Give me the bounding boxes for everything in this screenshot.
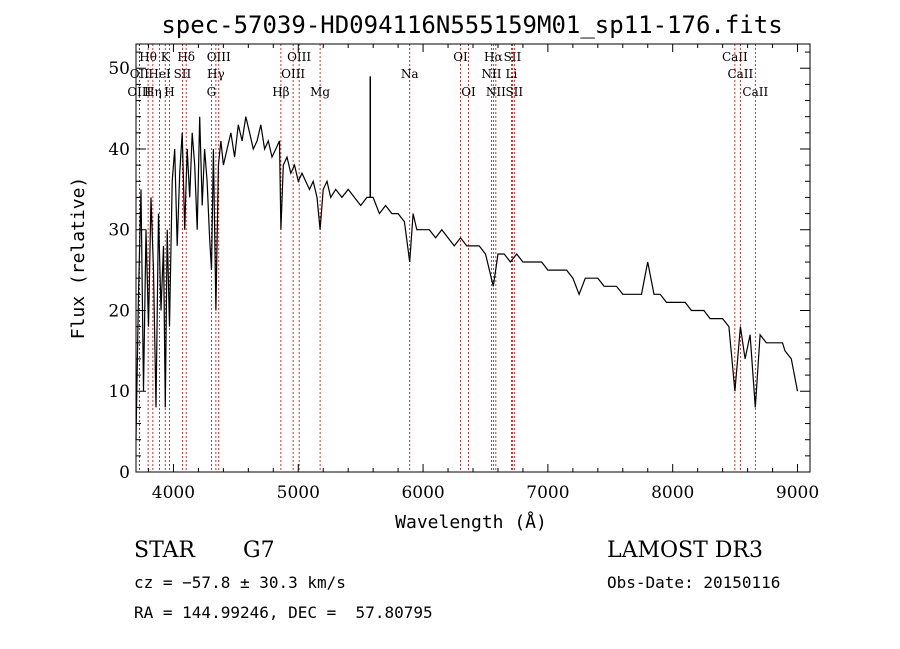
line-marker-label: SII [505, 85, 523, 99]
line-marker-label: Li [506, 67, 518, 81]
line-marker-label: OIII [127, 85, 151, 99]
line-marker-label: NII [481, 67, 501, 81]
x-tick-label: 8000 [651, 483, 694, 503]
line-marker-label: Hγ [207, 67, 225, 81]
y-tick-label: 50 [108, 59, 130, 79]
line-marker-label: CaII [727, 67, 753, 81]
object-class: STAR [134, 538, 195, 563]
line-marker-label: Hβ [272, 85, 289, 99]
y-tick-label: 30 [108, 221, 130, 241]
y-tick-label: 40 [108, 140, 130, 160]
y-tick-label: 20 [108, 301, 130, 321]
y-tick-label: 10 [108, 382, 130, 402]
line-marker-label: HeI [148, 67, 171, 81]
line-marker-label: OI [453, 50, 468, 64]
x-tick-label: 9000 [776, 483, 819, 503]
line-marker-label: K [161, 50, 171, 64]
line-marker-label: Hα [484, 50, 503, 64]
line-marker-label: OIII [281, 67, 305, 81]
x-tick-label: 6000 [401, 483, 444, 503]
line-marker-label: Mg [310, 85, 330, 99]
x-tick-label: 4000 [152, 483, 195, 503]
coordinates-text: RA = 144.99246, DEC = 57.80795 [134, 603, 433, 622]
line-marker-label: OI [461, 85, 476, 99]
spectral-subclass: G7 [243, 538, 275, 563]
line-marker-label: SII [174, 67, 192, 81]
line-marker-label: CaII [722, 50, 748, 64]
obs-date-text: Obs-Date: 20150116 [607, 573, 781, 592]
spectrum-series-line [135, 116, 799, 440]
line-marker-label: Hη [144, 85, 162, 99]
line-marker-label: Hθ [139, 50, 157, 64]
chart-title: spec-57039-HD094116N555159M01_sp11-176.f… [161, 11, 782, 39]
redshift-text: cz = −57.8 ± 30.3 km/s [134, 573, 346, 592]
plot-frame [135, 43, 811, 473]
line-marker-label: H [164, 85, 174, 99]
y-axis-label: Flux (relative) [68, 177, 89, 340]
line-marker-label: G [207, 85, 217, 99]
x-tick-label: 7000 [526, 483, 569, 503]
line-marker-label: OIII [207, 50, 231, 64]
line-marker-label: SII [504, 50, 522, 64]
line-marker-label: Hδ [177, 50, 195, 64]
line-marker-label: Na [401, 67, 419, 81]
line-marker-label: CaII [742, 85, 768, 99]
x-tick-label: 5000 [277, 483, 320, 503]
x-axis-label: Wavelength (Å) [395, 511, 547, 533]
survey-name: LAMOST DR3 [607, 538, 763, 563]
line-marker-label: NII [486, 85, 506, 99]
axis-ticks: 4000 5000 6000 7000 8000 9000 0 10 20 30 40 50 [108, 44, 819, 503]
line-marker-label: OIII [287, 50, 311, 64]
y-tick-label: 0 [119, 463, 130, 483]
